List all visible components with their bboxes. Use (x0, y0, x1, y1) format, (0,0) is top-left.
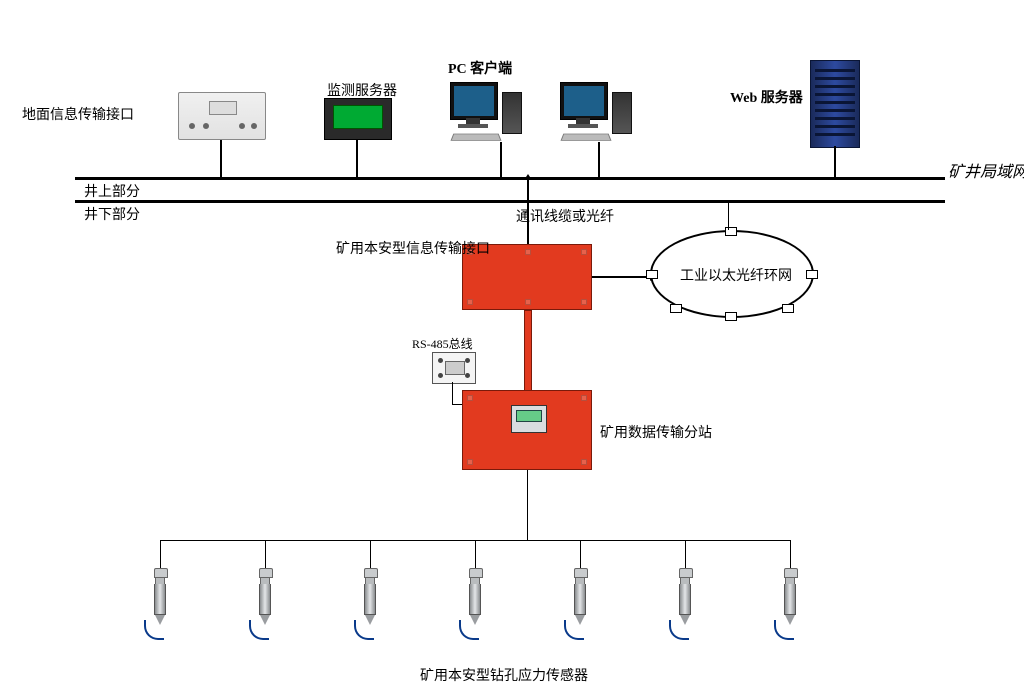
below-ground-label: 井下部分 (84, 204, 140, 224)
drop-line (834, 146, 836, 177)
to-ring-line (592, 276, 650, 278)
borehole-sensor (469, 568, 481, 625)
above-ground-label: 井上部分 (84, 181, 140, 201)
mine-lan-label: 矿井局域网 (948, 158, 1024, 182)
data-substation-box (462, 390, 592, 470)
rs485-link-v (452, 382, 453, 404)
bus-below-ground (75, 200, 945, 203)
borehole-sensor (679, 568, 691, 625)
sensor-drop (580, 540, 581, 568)
inter-red-trunk (524, 310, 532, 392)
drop-line (356, 140, 358, 177)
safe-interface-label: 矿用本安型信息传输接口 (336, 238, 490, 258)
sensor-drop (160, 540, 161, 568)
web-server-label: Web 服务器 (730, 87, 803, 107)
monitor-server-device (324, 98, 392, 140)
fiber-ring-label: 工业以太光纤环网 (680, 265, 792, 285)
sensor-drop (790, 540, 791, 568)
rs485-link-h (452, 404, 462, 405)
pc-client-label: PC 客户端 (448, 58, 512, 78)
borehole-sensor (154, 568, 166, 625)
web-server-device (810, 60, 860, 148)
ground-interface-label: 地面信息传输接口 (22, 104, 134, 124)
borehole-sensor (574, 568, 586, 625)
sensor-drop (370, 540, 371, 568)
comm-cable-label: 通讯线缆或光纤 (516, 206, 614, 226)
drop-line (220, 140, 222, 177)
substation-down (527, 470, 528, 540)
borehole-sensor (259, 568, 271, 625)
monitor-server-label: 监测服务器 (327, 80, 397, 100)
diagram-canvas: 地面信息传输接口 监测服务器 PC 客户端 Web 服务器 (0, 0, 1024, 697)
drop-line (598, 142, 600, 177)
sensor-drop (265, 540, 266, 568)
data-substation-label: 矿用数据传输分站 (600, 422, 712, 442)
rs485-box (432, 352, 476, 384)
ground-interface-device (178, 92, 266, 140)
borehole-sensor (784, 568, 796, 625)
borehole-sensor (364, 568, 376, 625)
rs485-label: RS-485总线 (412, 335, 473, 352)
sensor-drop (475, 540, 476, 568)
sensor-drop (685, 540, 686, 568)
sensors-label: 矿用本安型钻孔应力传感器 (420, 665, 588, 685)
bus-above-ground (75, 177, 945, 180)
drop-line (500, 142, 502, 177)
ring-uplink (728, 203, 729, 230)
